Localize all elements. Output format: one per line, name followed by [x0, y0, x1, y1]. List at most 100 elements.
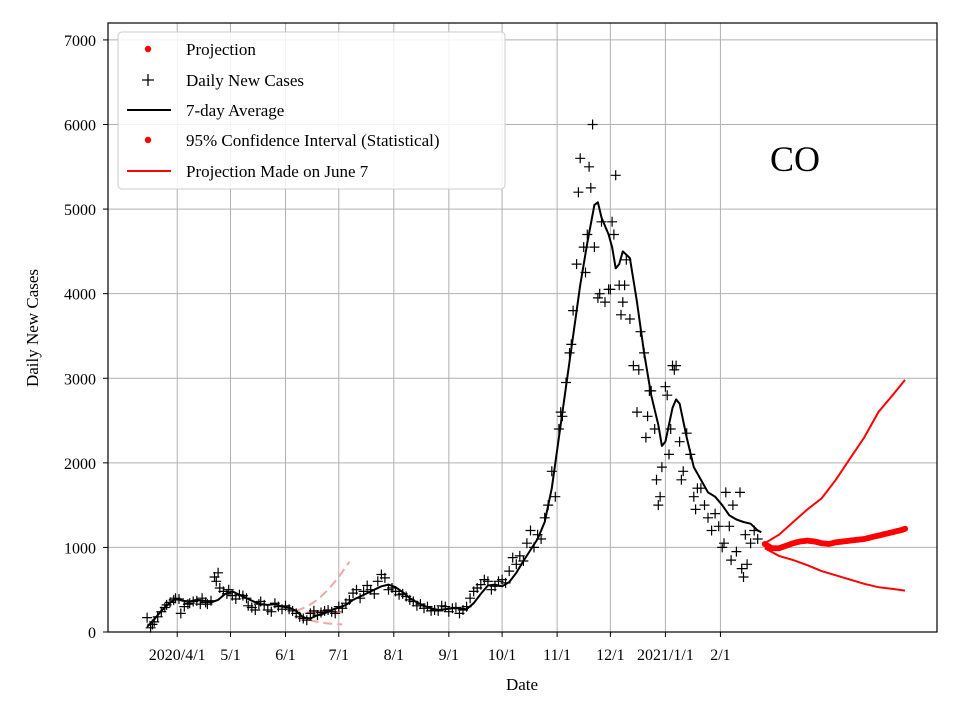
daily-new-cases-marker: [671, 360, 682, 371]
daily-new-cases-marker: [640, 432, 651, 443]
daily-new-cases-marker: [688, 491, 699, 502]
daily-new-cases-marker: [584, 161, 595, 172]
daily-new-cases-marker: [555, 407, 566, 418]
daily-new-cases-marker: [653, 500, 664, 511]
daily-new-cases-marker: [695, 483, 706, 494]
y-axis-ticks: 0 1000 2000 3000 4000 5000 6000 7000: [64, 33, 108, 642]
y-tick-label: 3000: [64, 371, 96, 388]
daily-new-cases-marker: [266, 606, 277, 617]
projection-dots: [761, 525, 909, 552]
confidence-interval-line: [764, 379, 906, 545]
plot-frame: [107, 22, 938, 633]
y-tick-label: 4000: [64, 287, 96, 304]
x-tick-label: 7/1: [329, 647, 349, 664]
daily-new-cases-marker: [720, 487, 731, 498]
daily-new-cases-marker: [703, 512, 713, 523]
daily-new-cases-marker: [726, 555, 737, 566]
daily-new-cases-marker: [736, 563, 747, 574]
daily-new-cases-marker: [211, 576, 222, 587]
daily-new-cases-marker: [610, 170, 621, 181]
june-projection-band-line: [295, 561, 351, 612]
daily-new-cases-marker: [504, 566, 515, 577]
x-tick-label: 10/1: [488, 647, 516, 664]
daily-new-cases-marker: [699, 500, 710, 511]
daily-new-cases-marker: [575, 153, 586, 164]
x-axis-ticks: 2020/4/1 5/1 6/1 7/1 8/1 9/1 10/1 11/1 12/1 2021/…: [149, 632, 731, 664]
daily-new-cases-marker: [710, 508, 721, 519]
legend: Projection Daily New Cases 7-day Average…: [117, 31, 506, 190]
daily-new-cases-marker: [619, 280, 630, 291]
daily-new-cases-marker: [301, 615, 312, 626]
daily-new-cases-marker: [690, 504, 701, 515]
y-tick-label: 5000: [64, 202, 96, 219]
daily-new-cases-marker: [655, 491, 666, 502]
daily-new-cases-marker: [738, 572, 749, 582]
daily-new-cases-marker: [525, 525, 536, 536]
daily-new-cases-marker: [608, 229, 619, 240]
daily-new-cases-marker: [573, 187, 584, 198]
seven-day-average-series: [146, 201, 762, 628]
daily-new-cases-marker: [175, 608, 186, 619]
confidence-interval-line: [764, 547, 906, 592]
daily-new-cases-marker: [660, 381, 671, 392]
daily-new-cases-marker: [550, 491, 561, 502]
legend-label-june-projection: Projection Made on June 7: [186, 162, 369, 181]
daily-new-cases-marker: [624, 314, 635, 324]
daily-new-cases-marker: [607, 216, 618, 227]
daily-new-cases-marker: [514, 550, 525, 561]
daily-new-cases-marker: [571, 259, 582, 270]
legend-box: [117, 31, 506, 190]
daily-new-cases-marker: [633, 364, 644, 375]
legend-label-projection: Projection: [186, 40, 256, 59]
legend-label-daily-new-cases: Daily New Cases: [186, 71, 304, 90]
projection-dot: [902, 525, 909, 532]
daily-new-cases-marker: [719, 538, 729, 549]
x-tick-label: 11/1: [543, 647, 571, 664]
daily-new-cases-marker: [152, 611, 163, 622]
daily-new-cases-marker: [713, 521, 724, 532]
legend-marker-confidence-interval: [144, 136, 152, 144]
daily-new-cases-marker: [724, 521, 735, 532]
daily-new-cases-marker: [656, 462, 667, 473]
x-tick-label: 5/1: [220, 647, 240, 664]
x-axis-label: Date: [506, 675, 538, 694]
daily-new-cases-marker: [600, 297, 610, 308]
legend-marker-daily-new-cases: [142, 74, 154, 86]
daily-new-cases-marker: [662, 390, 673, 401]
daily-new-cases-marker: [330, 608, 341, 619]
daily-new-cases-marker: [521, 538, 532, 549]
daily-new-cases-marker: [594, 288, 605, 299]
daily-new-cases-marker: [250, 605, 261, 615]
x-tick-label: 2/1: [710, 647, 730, 664]
x-tick-label: 2020/4/1: [149, 647, 206, 664]
daily-new-cases-marker: [642, 411, 653, 422]
legend-label-seven-day-average: 7-day Average: [186, 101, 284, 120]
x-tick-label: 12/1: [596, 647, 624, 664]
daily-new-cases-marker: [745, 538, 756, 549]
daily-new-cases-marker: [678, 466, 689, 477]
region-label: CO: [770, 139, 820, 179]
daily-new-cases-marker: [617, 297, 628, 308]
daily-new-cases-marker: [587, 119, 598, 130]
daily-new-cases-marker: [465, 593, 476, 604]
daily-new-cases-marker: [752, 534, 763, 544]
y-tick-label: 1000: [64, 540, 96, 557]
daily-new-cases-marker: [664, 449, 674, 460]
daily-new-cases-marker: [735, 487, 745, 498]
y-tick-label: 6000: [64, 118, 96, 135]
daily-new-cases-marker: [605, 284, 616, 295]
seven-day-average-line: [146, 201, 762, 628]
daily-new-cases-marker: [372, 576, 383, 587]
x-tick-label: 6/1: [275, 647, 295, 664]
y-tick-label: 2000: [64, 456, 96, 473]
legend-marker-projection: [144, 45, 152, 53]
daily-new-cases-marker: [669, 364, 680, 375]
daily-new-cases-marker: [142, 612, 153, 623]
y-tick-label: 7000: [64, 33, 96, 50]
daily-new-cases-marker: [616, 309, 626, 320]
daily-new-cases-marker: [742, 559, 753, 570]
x-tick-label: 9/1: [439, 647, 459, 664]
daily-new-cases-marker: [351, 584, 362, 595]
daily-new-cases-marker: [585, 182, 596, 193]
